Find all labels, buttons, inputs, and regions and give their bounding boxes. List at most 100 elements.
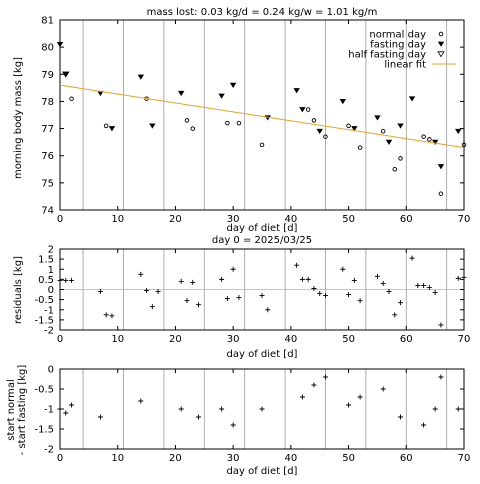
data-point (380, 386, 386, 392)
data-point (346, 402, 352, 408)
data-point (299, 276, 305, 282)
fasting-day-point (97, 90, 104, 97)
data-point (190, 279, 196, 285)
fasting-day-point (339, 99, 346, 105)
y-tick-label: 78 (41, 97, 54, 108)
normal-day-point (357, 145, 363, 150)
data-point (63, 277, 69, 283)
x-tick-label: 50 (342, 334, 355, 345)
x-tick-label: 10 (111, 214, 124, 225)
data-point (432, 290, 438, 296)
data-point (155, 289, 161, 295)
y-tick-label: 75 (41, 178, 54, 189)
x-tick-label: 60 (400, 453, 413, 464)
y-tick-label: 79 (41, 70, 54, 81)
fasting-day-point (385, 139, 393, 145)
fasting-day-point (293, 88, 300, 94)
legend-label: linear fit (384, 60, 426, 71)
x-tick-label: 30 (227, 334, 240, 345)
legend-normal-marker (438, 31, 444, 37)
data-point (380, 280, 386, 286)
data-point (196, 414, 202, 420)
y-tick-label: -1.5 (34, 425, 54, 436)
data-point (340, 266, 346, 272)
x-tick-label: 60 (400, 334, 413, 345)
data-point (351, 277, 357, 283)
fasting-day-point (437, 164, 445, 170)
x-tick-label: 0 (57, 214, 63, 225)
x-tick-label: 20 (169, 334, 182, 345)
data-point (455, 406, 461, 412)
data-point (149, 304, 155, 310)
data-point (461, 274, 467, 280)
normal-day-point (184, 118, 190, 123)
panel1-ylabel: morning body mass [kg] (13, 57, 24, 179)
data-point (219, 406, 225, 412)
x-tick-label: 70 (458, 453, 471, 464)
plot-frame (59, 19, 465, 211)
start-difference-panel: day of diet [d] start normal - start fas… (6, 365, 470, 478)
normal-day-point (305, 107, 311, 112)
normal-day-point (461, 142, 467, 148)
x-tick-label: 10 (111, 334, 124, 345)
x-tick-label: 20 (169, 453, 182, 464)
data-point (57, 406, 63, 412)
normal-day-point (427, 137, 432, 142)
data-point (398, 300, 404, 306)
fasting-day-point (149, 123, 156, 129)
normal-day-point (69, 96, 74, 101)
data-point (265, 307, 271, 313)
panel1-subtitle: day 0 = 2025/03/25 (212, 235, 312, 246)
x-tick-label: 0 (57, 334, 63, 345)
data-point (426, 284, 432, 290)
x-tick-label: 40 (284, 334, 297, 345)
x-tick-label: 30 (227, 453, 240, 464)
normal-day-point (311, 118, 317, 123)
data-point (69, 277, 75, 283)
x-tick-label: 10 (111, 453, 124, 464)
data-point (438, 322, 444, 328)
data-point (63, 410, 69, 416)
x-tick-label: 60 (400, 214, 413, 225)
y-tick-label: 0.5 (38, 275, 54, 286)
fasting-day-point (351, 126, 358, 132)
data-point (294, 262, 300, 268)
data-point (69, 402, 75, 408)
panel2-xlabel: day of diet [d] (227, 349, 298, 360)
data-point (311, 382, 317, 388)
fasting-day-point (455, 128, 462, 135)
x-tick-label: 40 (284, 214, 297, 225)
chart-title: mass lost: 0.03 kg/d = 0.24 kg/w = 1.01 … (147, 7, 378, 18)
y-tick-label: 80 (41, 43, 54, 54)
x-tick-label: 70 (458, 334, 471, 345)
legend-label: half fasting day (348, 50, 426, 61)
data-point (109, 313, 115, 319)
data-point (421, 422, 427, 428)
x-tick-label: 0 (57, 453, 63, 464)
normal-day-point (392, 167, 397, 172)
data-point (259, 406, 265, 412)
fasting-day-point (299, 107, 306, 113)
legend-label: fasting day (370, 40, 426, 51)
legend-label: normal day (369, 30, 426, 41)
normal-day-point (259, 142, 265, 148)
data-point (409, 255, 415, 261)
data-point (322, 374, 328, 380)
data-point (398, 414, 404, 420)
half-fasting-day-point (62, 71, 70, 78)
normal-day-point (103, 123, 109, 129)
data-point (224, 296, 230, 302)
y-tick-label: 1.5 (38, 255, 54, 266)
fasting-day-point (431, 139, 439, 145)
y-tick-label: -0.5 (34, 295, 54, 306)
data-point (415, 282, 421, 288)
data-point (374, 273, 380, 279)
y-tick-label: 2 (48, 245, 54, 256)
data-point (357, 394, 363, 400)
residuals-panel: day of diet [d] residuals [kg] 0 10 20 30 40… (13, 245, 470, 361)
data-point (230, 266, 236, 272)
data-point (184, 298, 190, 304)
fasting-day-point (56, 42, 64, 48)
data-point (178, 278, 184, 284)
